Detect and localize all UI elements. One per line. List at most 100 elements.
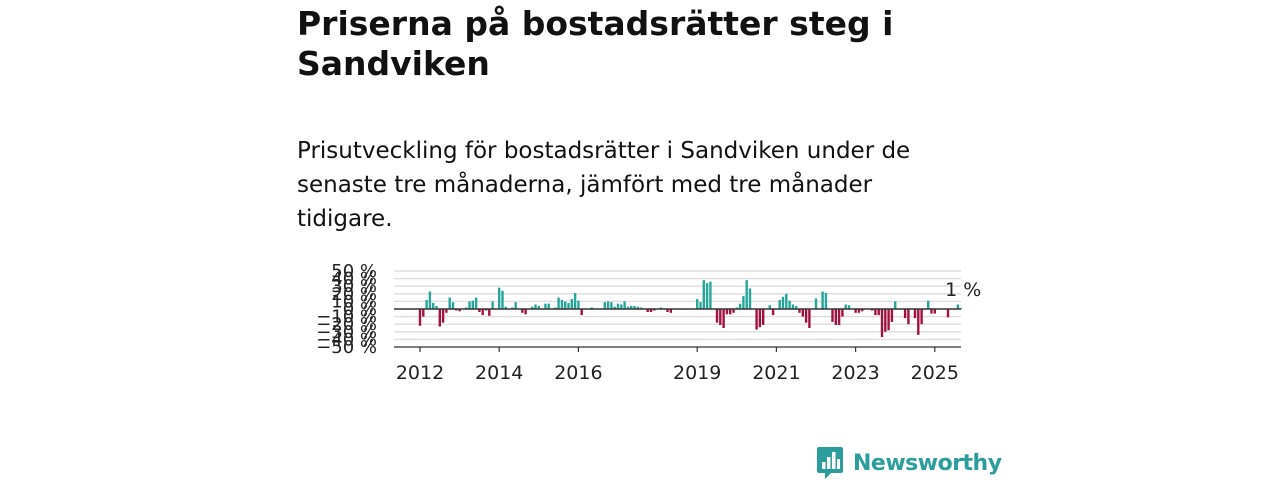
bar-negative — [861, 309, 864, 312]
bar-positive — [738, 303, 742, 309]
bar-positive — [795, 305, 798, 309]
bar-positive — [927, 300, 930, 309]
bar-negative — [930, 309, 933, 314]
x-tick-label: 2016 — [554, 362, 602, 384]
bar-positive — [451, 302, 455, 309]
y-tick-label: −40 % — [316, 329, 377, 350]
bar-negative — [804, 309, 808, 323]
last-value-label: 1 % — [945, 279, 981, 301]
bar-negative — [837, 309, 841, 325]
newsworthy-brand: Newsworthy — [816, 446, 1002, 480]
bar-negative — [917, 309, 920, 335]
bar-negative — [715, 309, 719, 323]
bar-negative — [441, 309, 445, 323]
bar-positive — [956, 304, 960, 309]
bar-positive — [537, 305, 540, 309]
gridlines — [394, 270, 961, 341]
bar-negative — [524, 309, 527, 315]
x-tick-label: 2012 — [396, 362, 444, 384]
bar-positive — [616, 303, 620, 309]
newsworthy-logo-icon — [817, 447, 843, 479]
bar-positive — [768, 305, 771, 309]
y-tick-label: 10 % — [331, 291, 377, 312]
bar-negative — [758, 309, 762, 328]
bar-negative — [933, 309, 936, 314]
bar-positive — [636, 306, 639, 309]
bar-positive — [428, 291, 432, 309]
bar-positive — [623, 301, 626, 309]
bar-negative — [801, 309, 804, 317]
bar-positive — [501, 290, 504, 309]
bar-positive — [498, 287, 501, 309]
bar-negative — [719, 309, 722, 325]
bar-positive — [626, 306, 630, 309]
bar-positive — [504, 306, 507, 309]
axes — [394, 308, 961, 352]
bar-negative — [458, 309, 461, 312]
bar-negative — [857, 309, 861, 313]
bar-positive — [435, 305, 438, 309]
bar-positive — [745, 280, 748, 309]
bar-positive — [557, 297, 560, 309]
bar-negative — [418, 309, 422, 326]
bar-negative — [831, 309, 834, 322]
bar-negative — [841, 309, 844, 317]
y-tick-label: 0 % — [343, 299, 377, 320]
bar-negative — [907, 309, 910, 325]
bar-positive — [471, 300, 474, 309]
bar-positive — [844, 304, 847, 309]
y-tick-label: −20 % — [316, 314, 377, 335]
bar-positive — [468, 301, 471, 309]
bar-positive — [894, 301, 897, 309]
y-tick-label: 20 % — [331, 284, 377, 305]
bar-positive — [570, 299, 573, 309]
bar-negative — [877, 309, 880, 316]
bar-negative — [646, 309, 649, 313]
bar-positive — [778, 299, 781, 309]
bar-positive — [531, 306, 534, 309]
chart-title: Priserna på bostadsrätter steg i Sandvik… — [297, 4, 894, 83]
bar-positive — [425, 299, 428, 309]
bar-positive — [474, 297, 478, 309]
bar-positive — [788, 300, 791, 309]
bar-positive — [847, 305, 851, 309]
bar-positive — [630, 305, 633, 309]
bar-positive — [547, 303, 550, 309]
y-tick-label: −30 % — [316, 322, 377, 343]
bar-negative — [854, 309, 857, 313]
x-tick-label: 2025 — [911, 362, 959, 384]
brand-name: Newsworthy — [853, 450, 1002, 476]
bar-positive — [814, 298, 818, 309]
bar-negative — [884, 309, 887, 332]
bar-negative — [834, 309, 837, 325]
bar-negative — [920, 309, 923, 325]
x-tick-label: 2023 — [831, 362, 879, 384]
bar-positive — [702, 280, 705, 309]
bar-positive — [699, 302, 702, 309]
bar-negative — [669, 309, 672, 313]
bar-negative — [874, 309, 877, 316]
bar-positive — [491, 301, 494, 309]
bar-positive — [709, 281, 712, 309]
bar-positive — [603, 302, 606, 309]
bar-negative — [890, 309, 894, 322]
bar-positive — [781, 296, 785, 309]
y-tick-label: −10 % — [316, 307, 377, 328]
bar-negative — [521, 309, 524, 313]
bar-positive — [534, 304, 537, 309]
bar-negative — [755, 309, 758, 330]
bar-positive — [610, 302, 613, 309]
bar-positive — [567, 302, 570, 309]
bar-negative — [729, 309, 732, 315]
bar-negative — [808, 309, 811, 328]
y-tick-label: 50 % — [331, 261, 377, 282]
bar-negative — [438, 309, 441, 327]
bar-positive — [824, 293, 828, 309]
bar-positive — [564, 301, 567, 309]
bar-positive — [606, 301, 610, 309]
bar-negative — [580, 309, 583, 316]
bar-negative — [887, 309, 890, 331]
x-tick-label: 2014 — [475, 362, 523, 384]
bar-positive — [544, 303, 547, 309]
